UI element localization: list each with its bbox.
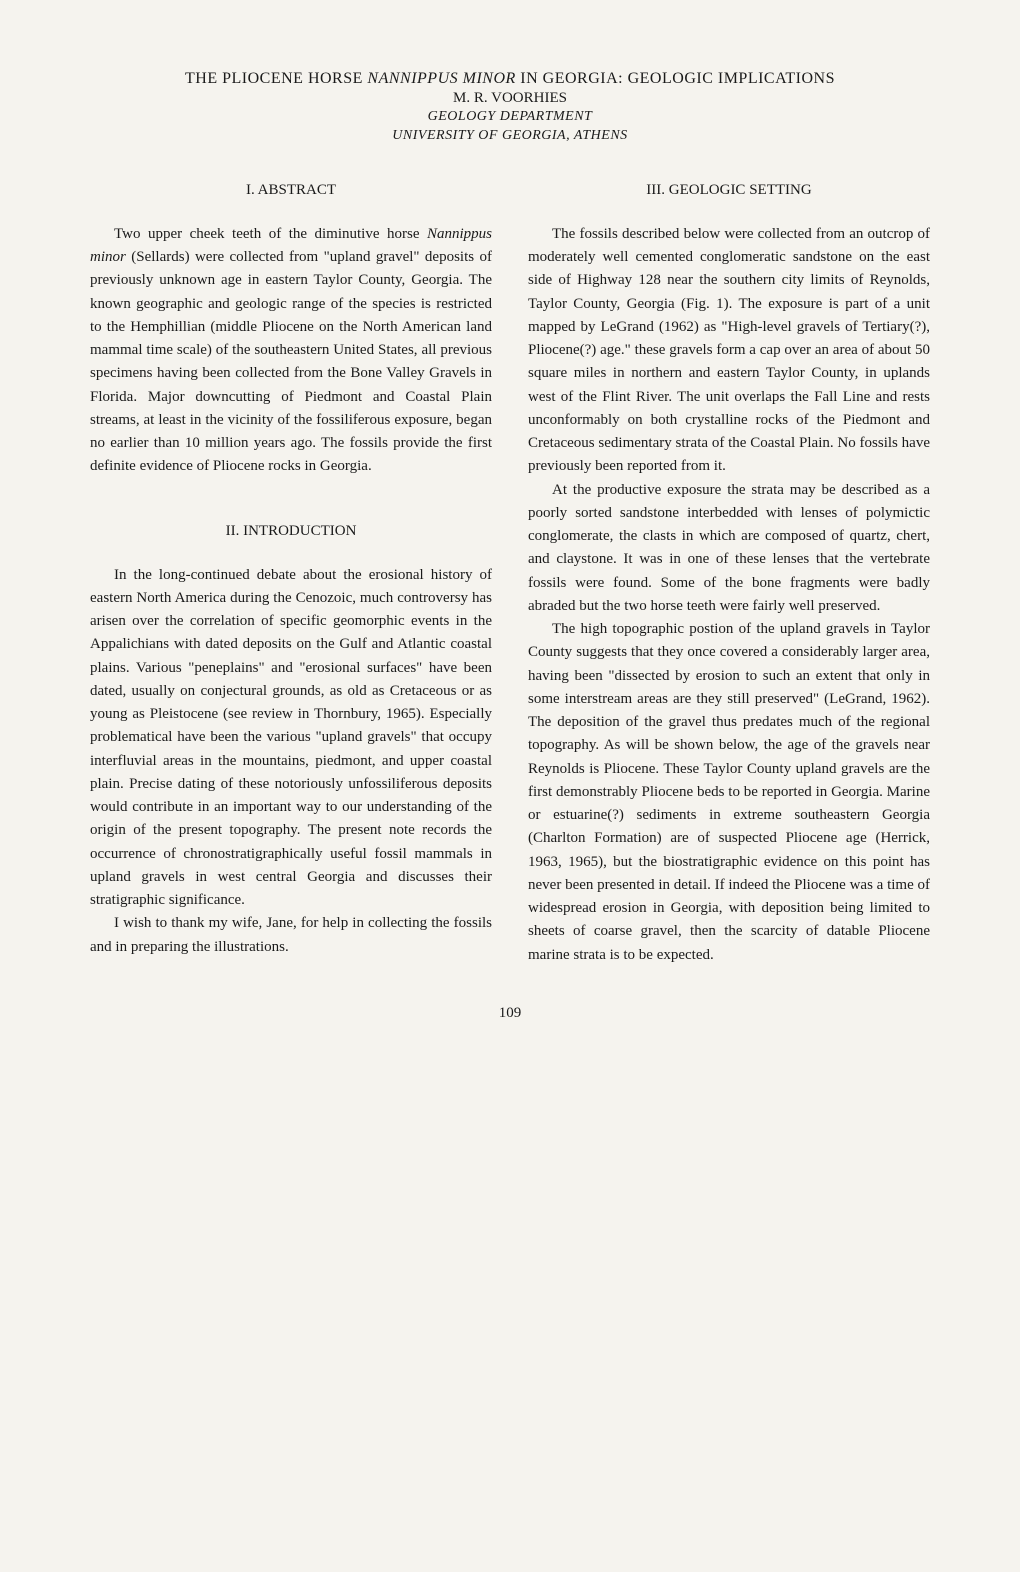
left-column: I. ABSTRACT Two upper cheek teeth of the… — [90, 182, 492, 967]
content-columns: I. ABSTRACT Two upper cheek teeth of the… — [90, 182, 930, 967]
title-section: THE PLIOCENE HORSE NANNIPPUS MINOR IN GE… — [90, 70, 930, 146]
geologic-p1: The fossils described below were collect… — [528, 223, 930, 479]
author: M. R. VOORHIES — [90, 90, 930, 107]
geologic-p2: At the productive exposure the strata ma… — [528, 479, 930, 619]
introduction-heading: II. INTRODUCTION — [90, 523, 492, 540]
abstract-heading: I. ABSTRACT — [90, 182, 492, 199]
abstract-pre: Two upper cheek teeth of the diminutive … — [114, 226, 427, 242]
affiliation-line2: UNIVERSITY OF GEORGIA, ATHENS — [90, 127, 930, 146]
abstract-post: (Sellards) were collected from "upland g… — [90, 249, 492, 474]
right-column: III. GEOLOGIC SETTING The fossils descri… — [528, 182, 930, 967]
title-italic: NANNIPPUS MINOR — [367, 70, 515, 87]
geologic-heading: III. GEOLOGIC SETTING — [528, 182, 930, 199]
affiliation-line1: GEOLOGY DEPARTMENT — [90, 108, 930, 127]
abstract-paragraph: Two upper cheek teeth of the diminutive … — [90, 223, 492, 479]
title-post: IN GEORGIA: GEOLOGIC IMPLICATIONS — [516, 70, 835, 87]
introduction-p2: I wish to thank my wife, Jane, for help … — [90, 912, 492, 959]
title-pre: THE PLIOCENE HORSE — [185, 70, 367, 87]
geologic-p3: The high topographic postion of the upla… — [528, 618, 930, 967]
page-number: 109 — [90, 1005, 930, 1022]
introduction-p1: In the long-continued debate about the e… — [90, 564, 492, 913]
main-title: THE PLIOCENE HORSE NANNIPPUS MINOR IN GE… — [90, 70, 930, 88]
